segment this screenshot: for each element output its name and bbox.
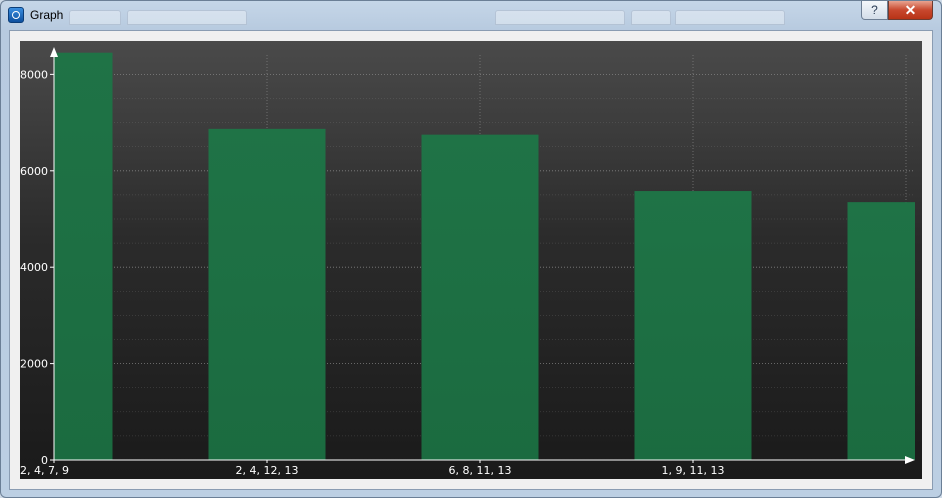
y-axis-arrow — [50, 47, 58, 57]
x-tick-label: 2, 4, 12, 13 — [236, 464, 299, 477]
help-button[interactable]: ? — [861, 1, 888, 20]
background-tab — [631, 10, 671, 25]
bar-chart: 0 2000 4000 6000 8000 2, 4, 7, 9 2, 4, 12, 13 6… — [20, 47, 915, 477]
title-bar[interactable]: Graph ? ✕ — [1, 1, 941, 30]
x-tick-label: 6, 8, 11, 13 — [449, 464, 512, 477]
x-tick-label: 2, 4, 7, 9 — [20, 464, 69, 477]
bar-3 — [634, 191, 752, 460]
bar-4 — [847, 202, 915, 460]
bar-0 — [54, 52, 113, 461]
background-tab — [127, 10, 247, 25]
x-axis-arrow — [905, 456, 915, 464]
bar-2 — [421, 134, 539, 460]
bar-1 — [208, 128, 326, 460]
y-tick-label: 4000 — [20, 261, 48, 274]
y-tick-label: 8000 — [20, 68, 48, 81]
background-tab — [495, 10, 625, 25]
close-button[interactable]: ✕ — [888, 1, 933, 20]
x-tick-label: 1, 9, 11, 13 — [662, 464, 725, 477]
background-tab — [69, 10, 121, 25]
plot-area: 0 2000 4000 6000 8000 2, 4, 7, 9 2, 4, 12, 13 6… — [20, 41, 922, 479]
y-tick-label: 6000 — [20, 165, 48, 178]
y-tick-label: 0 — [41, 454, 48, 467]
window-title: Graph — [30, 8, 64, 22]
background-tab — [675, 10, 785, 25]
y-tick-label: 2000 — [20, 358, 48, 371]
app-icon — [8, 7, 24, 23]
client-area: 0 2000 4000 6000 8000 2, 4, 7, 9 2, 4, 12, 13 6… — [9, 30, 933, 490]
